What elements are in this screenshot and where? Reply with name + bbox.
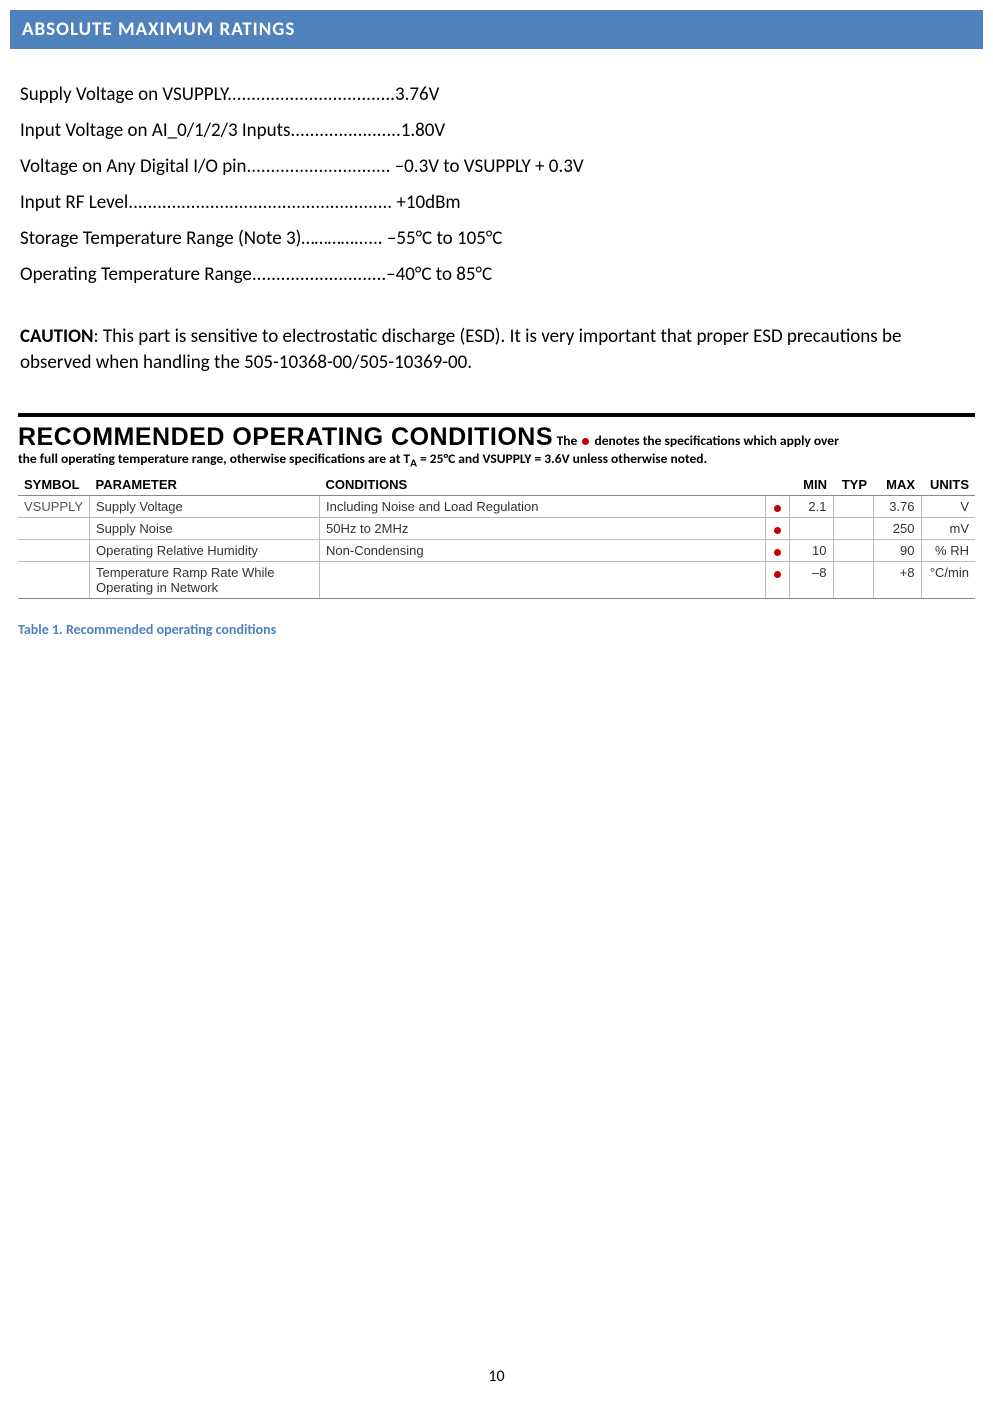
- rec-table: SYMBOL PARAMETER CONDITIONS MIN TYP MAX …: [18, 474, 975, 599]
- rating-line: Input Voltage on AI_0/1/2/3 Inputs......…: [20, 113, 973, 149]
- rec-sub2b: = 25°C and VSUPPLY = 3.6V unless otherwi…: [417, 450, 707, 467]
- rating-line: Supply Voltage on VSUPPLY...............…: [20, 77, 973, 113]
- cell-symbol: [18, 540, 90, 562]
- bullet-icon: [774, 549, 781, 556]
- cell-dot: [765, 562, 789, 599]
- rec-subtext-1: The denotes the specifications which app…: [557, 432, 839, 449]
- bullet-icon: [582, 438, 589, 445]
- table-caption: Table 1. Recommended operating condition…: [18, 621, 975, 638]
- cell-conditions: [320, 562, 765, 599]
- cell-units: mV: [921, 518, 975, 540]
- rec-sub-post: denotes the specifications which apply o…: [591, 432, 839, 449]
- rec-sub2a: the full operating temperature range, ot…: [18, 450, 410, 467]
- bullet-icon: [774, 527, 781, 534]
- section-rule: [18, 413, 975, 417]
- cell-parameter: Supply Voltage: [90, 496, 320, 518]
- rec-title: RECOMMENDED OPERATING CONDITIONS: [18, 423, 553, 451]
- rec-subtext-2: the full operating temperature range, ot…: [18, 450, 975, 471]
- cell-max: 250: [873, 518, 921, 540]
- cell-typ: [833, 518, 873, 540]
- rating-line: Storage Temperature Range (Note 3)…………..…: [20, 221, 973, 257]
- caution-label: CAUTION: [20, 325, 94, 348]
- cell-min: [789, 518, 833, 540]
- table-header-row: SYMBOL PARAMETER CONDITIONS MIN TYP MAX …: [18, 474, 975, 496]
- cell-max: +8: [873, 562, 921, 599]
- cell-min: 2.1: [789, 496, 833, 518]
- cell-symbol: VSUPPLY: [18, 496, 90, 518]
- cell-typ: [833, 562, 873, 599]
- cell-max: 3.76: [873, 496, 921, 518]
- cell-symbol: [18, 518, 90, 540]
- col-parameter: PARAMETER: [90, 474, 320, 496]
- caution-text: : This part is sensitive to electrostati…: [20, 325, 901, 375]
- col-max: MAX: [873, 474, 921, 496]
- cell-symbol: [18, 562, 90, 599]
- ratings-list: Supply Voltage on VSUPPLY...............…: [20, 77, 973, 294]
- cell-min: 10: [789, 540, 833, 562]
- rating-line: Operating Temperature Range.............…: [20, 257, 973, 293]
- col-dot: [765, 474, 789, 496]
- cell-parameter: Operating Relative Humidity: [90, 540, 320, 562]
- cell-typ: [833, 496, 873, 518]
- col-min: MIN: [789, 474, 833, 496]
- bullet-icon: [774, 571, 781, 578]
- cell-max: 90: [873, 540, 921, 562]
- cell-min: –8: [789, 562, 833, 599]
- cell-dot: [765, 540, 789, 562]
- rating-line: Voltage on Any Digital I/O pin..........…: [20, 149, 973, 185]
- cell-conditions: Including Noise and Load Regulation: [320, 496, 765, 518]
- rec-sub-pre: The: [557, 432, 581, 449]
- cell-units: °C/min: [921, 562, 975, 599]
- cell-conditions: 50Hz to 2MHz: [320, 518, 765, 540]
- rec-sub2-subscript: A: [410, 456, 417, 470]
- col-typ: TYP: [833, 474, 873, 496]
- cell-dot: [765, 496, 789, 518]
- section-header: ABSOLUTE MAXIMUM RATINGS: [10, 10, 983, 49]
- page-number: 10: [0, 1367, 993, 1386]
- rec-table-body: VSUPPLYSupply VoltageIncluding Noise and…: [18, 496, 975, 599]
- recommended-conditions-section: RECOMMENDED OPERATING CONDITIONS The den…: [18, 413, 975, 600]
- cell-units: % RH: [921, 540, 975, 562]
- cell-parameter: Temperature Ramp Rate While Operating in…: [90, 562, 320, 599]
- cell-conditions: Non-Condensing: [320, 540, 765, 562]
- col-units: UNITS: [921, 474, 975, 496]
- caution-paragraph: CAUTION: This part is sensitive to elect…: [20, 324, 973, 377]
- table-row: VSUPPLYSupply VoltageIncluding Noise and…: [18, 496, 975, 518]
- col-conditions: CONDITIONS: [320, 474, 765, 496]
- bullet-icon: [774, 505, 781, 512]
- table-row: Operating Relative HumidityNon-Condensin…: [18, 540, 975, 562]
- table-row: Supply Noise50Hz to 2MHz 250mV: [18, 518, 975, 540]
- cell-parameter: Supply Noise: [90, 518, 320, 540]
- cell-typ: [833, 540, 873, 562]
- rating-line: Input RF Level..........................…: [20, 185, 973, 221]
- table-row: Temperature Ramp Rate While Operating in…: [18, 562, 975, 599]
- col-symbol: SYMBOL: [18, 474, 90, 496]
- cell-units: V: [921, 496, 975, 518]
- cell-dot: [765, 518, 789, 540]
